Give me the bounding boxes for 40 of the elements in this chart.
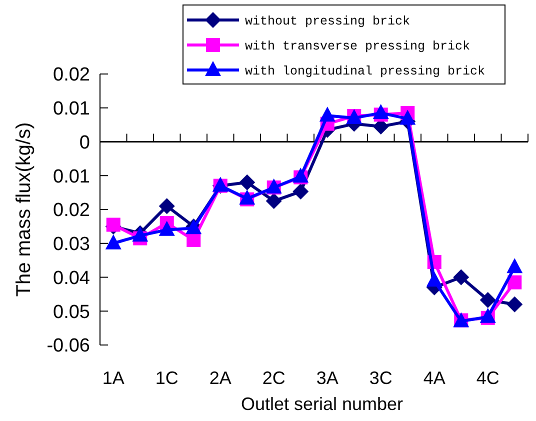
x-tick-label: 4C	[476, 368, 500, 388]
point	[186, 232, 201, 247]
x-tick-label: 1A	[102, 368, 124, 388]
y-tick-label: 0.03	[53, 234, 90, 256]
x-tick-label: 1C	[155, 368, 178, 388]
point	[372, 104, 389, 119]
y-tick-label: 0.01	[53, 166, 90, 188]
y-tick-label: -0.06	[46, 336, 90, 357]
point	[480, 308, 496, 323]
point	[508, 275, 522, 290]
x-tick-label: 3A	[316, 368, 338, 388]
point	[400, 110, 416, 125]
point	[319, 106, 336, 122]
point	[158, 220, 175, 236]
point	[480, 292, 496, 308]
y-tick-label: 0.05	[53, 302, 90, 323]
point	[158, 198, 175, 214]
point	[453, 269, 470, 286]
point	[426, 272, 442, 287]
legend-label: with longitudinal pressing brick	[245, 64, 486, 78]
y-tick-label: 0.02	[53, 200, 90, 222]
legend-label: without pressing brick	[245, 14, 410, 28]
x-axis-title: Outlet serial number	[240, 394, 404, 414]
point	[292, 184, 309, 200]
x-tick-label: 4A	[423, 368, 446, 388]
point	[239, 174, 256, 190]
y-tick-label: 0.04	[53, 268, 90, 289]
point	[506, 258, 523, 274]
point	[106, 218, 120, 232]
y-tick-label: 0.01	[53, 98, 90, 120]
x-tick-label: 2A	[209, 368, 232, 388]
y-tick-label: 0	[79, 132, 90, 154]
y-tick-label: 0.02	[53, 64, 90, 86]
x-tick-label: 3C	[369, 368, 392, 388]
legend-label: with transverse pressing brick	[245, 39, 470, 54]
x-tick-label: 2C	[262, 368, 286, 388]
point	[506, 296, 523, 312]
point	[105, 234, 122, 250]
point	[266, 193, 282, 210]
y-axis-title: The mass flux(kg/s)	[13, 122, 35, 297]
